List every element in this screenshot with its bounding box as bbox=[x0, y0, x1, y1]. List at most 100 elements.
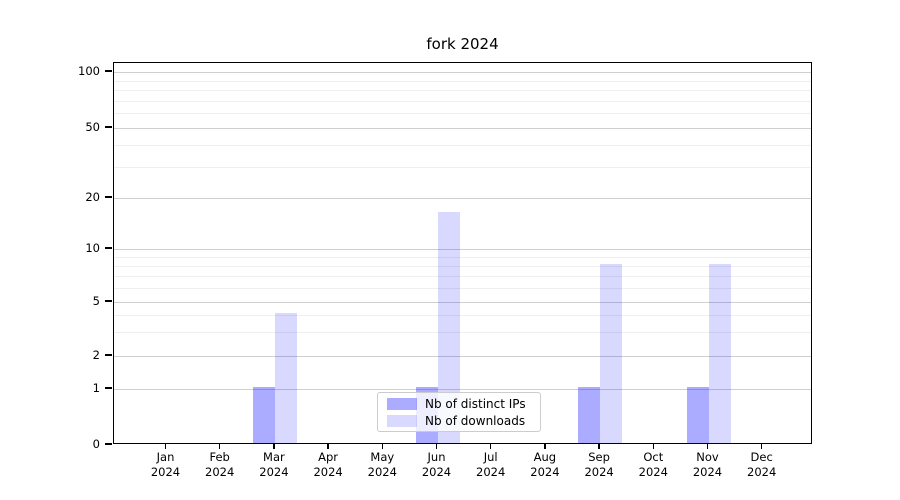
x-tick-label: Aug 2024 bbox=[515, 450, 575, 480]
x-tick-label-year: 2024 bbox=[367, 465, 397, 479]
bar-downloads bbox=[708, 264, 731, 443]
gridline-major bbox=[114, 302, 811, 303]
y-axis-tick bbox=[105, 247, 112, 249]
x-axis-tick bbox=[652, 444, 654, 449]
x-tick-label: Jan 2024 bbox=[136, 450, 196, 480]
bar-downloads bbox=[600, 264, 623, 443]
x-tick-label-year: 2024 bbox=[584, 465, 614, 479]
x-tick-label-year: 2024 bbox=[259, 465, 289, 479]
bar-distinct-ips bbox=[252, 387, 275, 443]
x-tick-label-year: 2024 bbox=[692, 465, 723, 479]
y-tick-label: 10 bbox=[85, 241, 100, 255]
y-tick-label: 2 bbox=[92, 348, 100, 362]
x-tick-label: Nov 2024 bbox=[678, 450, 738, 480]
x-tick-label-year: 2024 bbox=[205, 465, 235, 479]
x-tick-label-month: Jun bbox=[427, 450, 446, 464]
y-axis-tick bbox=[105, 196, 112, 198]
gridline-minor bbox=[114, 80, 811, 82]
bar-distinct-ips bbox=[686, 387, 709, 443]
legend-swatch bbox=[387, 397, 417, 410]
plot-area bbox=[113, 62, 812, 444]
gridline-minor bbox=[114, 315, 811, 317]
y-axis-tick bbox=[105, 443, 112, 445]
y-tick-label: 0 bbox=[92, 437, 100, 451]
legend-swatch bbox=[387, 414, 417, 427]
x-tick-label: Apr 2024 bbox=[298, 450, 358, 480]
x-tick-label-year: 2024 bbox=[150, 465, 181, 479]
y-tick-label: 100 bbox=[78, 64, 100, 78]
x-tick-label: Jun 2024 bbox=[407, 450, 467, 480]
x-tick-label-year: 2024 bbox=[638, 465, 668, 479]
x-tick-label-month: Aug bbox=[533, 450, 557, 464]
x-tick-label: Dec 2024 bbox=[732, 450, 792, 480]
x-axis-tick bbox=[761, 444, 763, 449]
x-axis-tick bbox=[706, 444, 709, 449]
legend: Nb of distinct IPs Nb of downloads bbox=[377, 392, 541, 432]
x-tick-label: May 2024 bbox=[352, 450, 412, 480]
x-tick-label: Sep 2024 bbox=[569, 450, 629, 480]
x-axis-tick bbox=[164, 444, 167, 449]
x-tick-label-month: Nov bbox=[696, 450, 719, 464]
gridline-minor bbox=[114, 145, 811, 147]
x-tick-label-month: May bbox=[370, 450, 395, 464]
gridline-major bbox=[114, 356, 811, 357]
gridline-minor bbox=[114, 276, 811, 278]
y-tick-label: 1 bbox=[92, 381, 100, 395]
legend-label: Nb of downloads bbox=[425, 413, 526, 428]
gridline-minor bbox=[114, 167, 811, 169]
x-tick-label-month: Dec bbox=[750, 450, 773, 464]
x-tick-label-year: 2024 bbox=[421, 465, 452, 479]
gridline-minor bbox=[114, 100, 811, 102]
x-tick-label-year: 2024 bbox=[476, 465, 506, 479]
x-axis-tick bbox=[327, 444, 329, 449]
x-tick-label-month: Jul bbox=[483, 450, 498, 464]
bar-downloads bbox=[437, 212, 460, 443]
gridline-major bbox=[114, 249, 811, 250]
x-axis-tick bbox=[273, 444, 275, 449]
x-axis-tick bbox=[435, 444, 438, 449]
y-axis-tick bbox=[105, 300, 112, 302]
gridline-minor bbox=[114, 266, 811, 268]
gridline-major bbox=[114, 128, 811, 129]
x-tick-label-month: Feb bbox=[209, 450, 230, 464]
x-axis-tick bbox=[381, 444, 383, 449]
gridline-minor bbox=[114, 113, 811, 115]
x-tick-label-month: Mar bbox=[263, 450, 285, 464]
x-axis-tick bbox=[598, 444, 600, 449]
y-axis-tick bbox=[105, 126, 112, 128]
x-tick-label-year: 2024 bbox=[313, 465, 343, 479]
y-tick-label: 50 bbox=[85, 120, 100, 134]
gridline-major bbox=[114, 389, 811, 390]
gridline-major bbox=[114, 72, 811, 73]
x-axis-tick bbox=[544, 444, 546, 449]
gridline-major bbox=[114, 198, 811, 199]
x-axis-tick bbox=[219, 444, 221, 449]
x-tick-label-month: Oct bbox=[643, 450, 664, 464]
y-tick-label: 5 bbox=[92, 294, 100, 308]
gridline-minor bbox=[114, 257, 811, 259]
y-axis-tick bbox=[105, 70, 112, 72]
x-axis-tick bbox=[490, 444, 492, 449]
x-tick-label: Feb 2024 bbox=[190, 450, 250, 480]
bar-distinct-ips bbox=[578, 387, 601, 443]
y-axis-tick bbox=[105, 387, 112, 389]
chart-title: fork 2024 bbox=[426, 35, 499, 53]
x-tick-label-month: Sep bbox=[588, 450, 610, 464]
bar-downloads bbox=[274, 313, 297, 443]
gridline-minor bbox=[114, 288, 811, 290]
x-tick-label-month: Apr bbox=[318, 450, 339, 464]
x-tick-label-year: 2024 bbox=[747, 465, 777, 479]
x-tick-label-year: 2024 bbox=[530, 465, 560, 479]
x-tick-label: Jul 2024 bbox=[461, 450, 521, 480]
x-tick-label: Oct 2024 bbox=[623, 450, 683, 480]
x-tick-label: Mar 2024 bbox=[244, 450, 304, 480]
x-tick-label-month: Jan bbox=[156, 450, 175, 464]
y-axis-tick bbox=[105, 354, 112, 356]
gridline-minor bbox=[114, 90, 811, 92]
gridline-minor bbox=[114, 332, 811, 334]
y-tick-label: 20 bbox=[85, 190, 100, 204]
legend-item: Nb of distinct IPs bbox=[387, 397, 540, 411]
legend-item: Nb of downloads bbox=[387, 414, 540, 428]
legend-label: Nb of distinct IPs bbox=[425, 396, 526, 411]
